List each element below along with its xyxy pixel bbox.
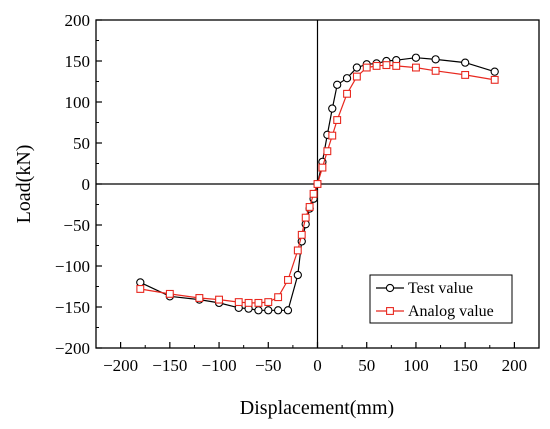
data-point-analog-value xyxy=(362,63,371,72)
x-axis-label: Displacement(mm) xyxy=(240,397,394,419)
data-point-analog-value xyxy=(490,75,499,84)
data-point-analog-value xyxy=(318,163,327,172)
data-point-analog-value xyxy=(244,298,253,307)
y-tick-label: −100 xyxy=(55,257,90,276)
y-tick-label: 50 xyxy=(73,134,90,153)
data-point-analog-value xyxy=(254,298,263,307)
y-tick-label: 200 xyxy=(65,11,91,30)
data-point-test-value xyxy=(283,306,293,315)
data-point-analog-value xyxy=(264,298,273,307)
y-tick-label: −200 xyxy=(55,339,90,358)
data-point-analog-value xyxy=(313,180,322,188)
data-point-analog-value xyxy=(461,70,470,79)
data-point-analog-value xyxy=(274,293,283,302)
data-point-analog-value xyxy=(372,61,381,70)
data-point-analog-value xyxy=(305,203,314,211)
data-point-analog-value xyxy=(284,275,292,284)
x-tick-label: −50 xyxy=(255,356,282,375)
data-point-test-value xyxy=(342,74,352,83)
data-point-analog-value xyxy=(215,295,224,304)
x-tick-label: 0 xyxy=(313,356,322,375)
data-point-test-value xyxy=(352,63,362,72)
x-tick-label: 200 xyxy=(502,356,528,375)
data-point-analog-value xyxy=(382,61,391,70)
series-analog-value xyxy=(136,61,499,307)
data-point-analog-value xyxy=(293,246,302,255)
data-point-analog-value xyxy=(301,213,310,222)
data-point-test-value xyxy=(461,58,470,67)
data-point-analog-value xyxy=(136,285,145,293)
data-point-test-value xyxy=(333,80,342,89)
axis-ticks: −200 −150 −100 −50 0 50 100 150 200−200−150−100−… xyxy=(55,11,540,375)
x-tick-label: −150 xyxy=(152,356,187,375)
data-point-analog-value xyxy=(328,131,337,140)
data-point-test-value xyxy=(328,104,337,113)
data-point-analog-value xyxy=(234,298,243,307)
x-tick-label: −200 xyxy=(103,356,138,375)
data-point-analog-value xyxy=(392,61,401,70)
data-point-test-value xyxy=(293,270,302,280)
legend-marker-test-value xyxy=(385,283,395,293)
data-point-analog-value xyxy=(431,66,440,75)
series-group xyxy=(136,53,499,315)
data-point-test-value xyxy=(431,55,440,64)
legend: Test value Analog value xyxy=(369,274,513,324)
legend-box xyxy=(369,274,513,324)
data-point-analog-value xyxy=(333,116,342,124)
y-tick-label: 100 xyxy=(65,93,91,112)
data-point-analog-value xyxy=(165,289,174,298)
data-point-analog-value xyxy=(411,63,420,72)
y-tick-label: −50 xyxy=(63,216,90,235)
data-point-analog-value xyxy=(352,72,361,81)
data-point-analog-value xyxy=(297,230,306,239)
y-tick-label: −150 xyxy=(55,298,90,317)
data-point-test-value xyxy=(273,306,283,315)
x-tick-label: 150 xyxy=(452,356,478,375)
data-point-test-value xyxy=(264,306,273,315)
data-point-test-value xyxy=(411,53,421,62)
data-point-analog-value xyxy=(343,89,351,98)
y-tick-label: 150 xyxy=(65,52,91,71)
data-point-test-value xyxy=(254,306,263,315)
y-tick-label: 0 xyxy=(82,175,91,194)
x-tick-label: 50 xyxy=(358,356,375,375)
data-point-analog-value xyxy=(309,189,318,198)
x-tick-label: 100 xyxy=(403,356,429,375)
x-tick-label: −100 xyxy=(202,356,237,375)
legend-marker-analog-value xyxy=(386,307,394,315)
legend-label-analog-value: Analog value xyxy=(408,303,494,320)
legend-label-test-value: Test value xyxy=(408,280,473,297)
data-point-analog-value xyxy=(323,147,332,156)
data-point-test-value xyxy=(490,67,499,76)
data-point-analog-value xyxy=(195,294,204,302)
axis-labels: Displacement(mm) Load(kN) xyxy=(13,145,394,419)
data-point-test-value xyxy=(136,278,145,287)
y-axis-label: Load(kN) xyxy=(13,145,35,224)
